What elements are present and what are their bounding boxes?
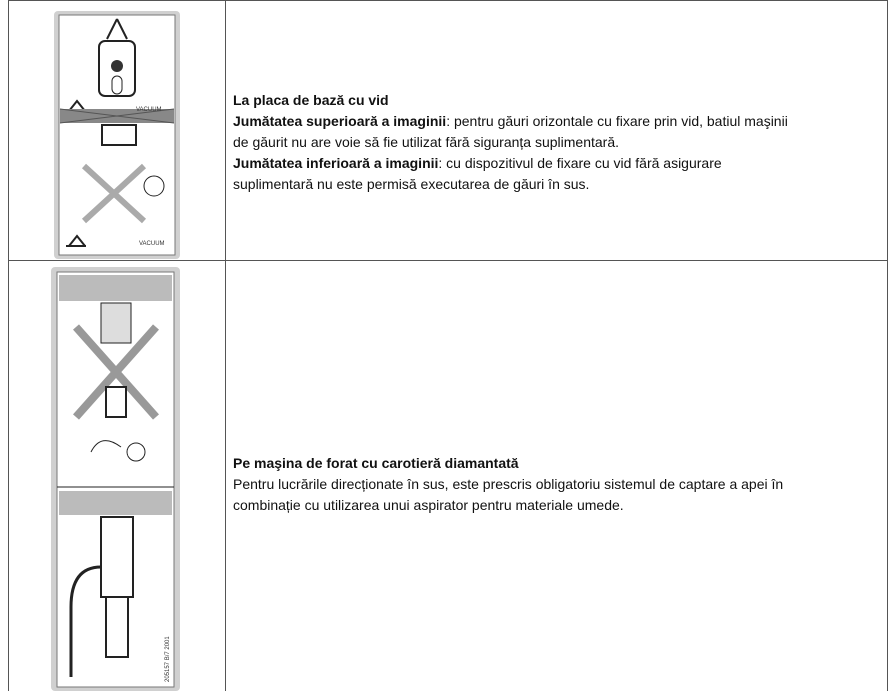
cell-text: Pe maşina de forat cu carotieră diamanta… [233, 453, 793, 516]
image-label: VACUUM [139, 241, 165, 247]
illustration: 205157 B/7 2001 [51, 267, 180, 691]
paragraph-text: : cu dispozitivul de fixare cu vid fără … [233, 155, 722, 192]
table-border [8, 0, 9, 691]
table-border [8, 0, 888, 1]
image-label: VACUUM [136, 107, 162, 113]
heading: Pe maşina de forat cu carotieră diamanta… [233, 455, 519, 471]
table-border [225, 0, 226, 691]
illustration: VACUUM VACUUM [54, 11, 180, 259]
paragraph-text: : pentru găuri orizontale cu fixare prin… [233, 113, 788, 150]
image-label: 205157 B/7 2001 [165, 636, 171, 682]
heading: La placa de bază cu vid [233, 92, 389, 108]
bold-lead: Jumătatea superioară a imaginii [233, 113, 447, 129]
paragraph-text: Pentru lucrările direcționate în sus, es… [233, 476, 784, 513]
bold-lead: Jumătatea inferioară a imaginii [233, 155, 439, 171]
table-border [8, 260, 888, 261]
table-border [887, 0, 888, 691]
cell-text: La placa de bază cu vid Jumătatea superi… [233, 90, 793, 195]
